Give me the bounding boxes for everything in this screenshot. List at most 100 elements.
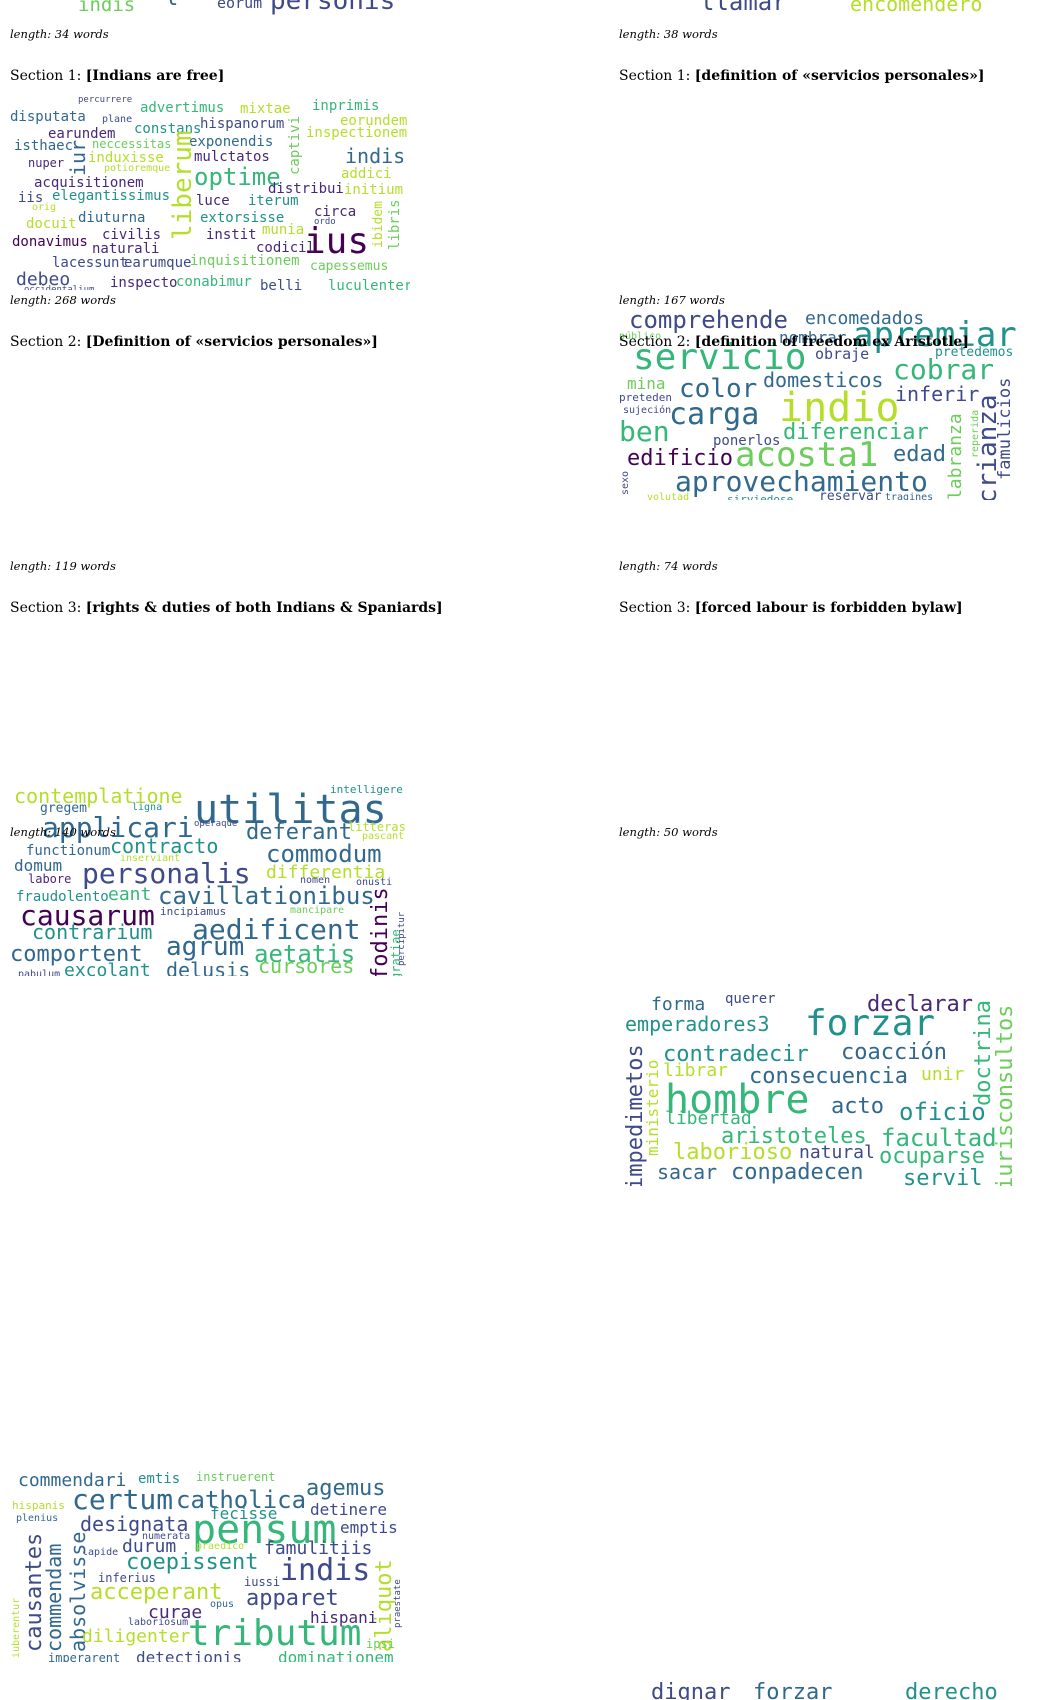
cloud-word: acto	[831, 1094, 884, 1119]
section-prefix: Section 1:	[619, 68, 695, 84]
cloud-word: ponerlos	[713, 433, 781, 449]
cloud-word: lacessunt	[52, 255, 128, 271]
cloud-word: impedimetos	[623, 1044, 648, 1186]
section-prefix: Section 3:	[10, 600, 86, 616]
cloud-word: luce	[196, 193, 230, 209]
length-note: length: 268 words	[10, 293, 116, 307]
cloud-word: sirviedose	[727, 493, 794, 500]
cloud-word: belli	[260, 278, 303, 290]
cloud-word: apparet	[246, 1586, 339, 1611]
cloud-word: ocuparse	[879, 1144, 985, 1169]
cloud-word: mixtae	[240, 101, 291, 117]
cloud-word: servil	[903, 1166, 983, 1187]
cloud-word: causantes	[22, 1532, 47, 1652]
cloud-word: aprovechamiento	[675, 465, 928, 498]
cloud-word: indio	[779, 385, 900, 431]
cloud-word: domesticos	[763, 368, 884, 392]
cloud-word: cobrar	[893, 353, 995, 386]
section-label: [Definition of «servicios personales»]	[85, 334, 378, 350]
cloud-word: instit	[206, 227, 257, 243]
section-prefix: Section 3:	[619, 600, 695, 616]
cloud-word: ligna	[132, 802, 163, 813]
cloud-word: iur	[66, 139, 90, 176]
cloud-word: excolant	[64, 960, 151, 977]
cloud-word: praedico	[196, 1541, 245, 1552]
section-label: [rights & duties of both Indians & Spani…	[85, 600, 443, 616]
cloud-word: servicio	[633, 337, 807, 378]
length-note-top-left: length: 34 words	[10, 27, 109, 41]
cloud-word: commendam	[42, 1543, 66, 1652]
cloud-word: público	[619, 331, 662, 342]
cloud-word: tributum	[188, 1613, 362, 1654]
cloud-word: conabimur	[176, 274, 252, 290]
cloud-word: laborioso	[673, 1140, 793, 1165]
cloud-word: munia	[262, 222, 305, 238]
cloud-word: codicil	[256, 240, 316, 256]
cloud-word: forma	[651, 994, 706, 1015]
length-note: length: 74 words	[619, 559, 718, 573]
length-note-top-right: length: 38 words	[619, 27, 718, 41]
word-cloud: contemplatione intelligere utilitas gregem l…	[10, 766, 410, 976]
cloud-word: agemus	[306, 1476, 386, 1501]
cloud-word: librar	[663, 1060, 729, 1081]
cloud-word: forzar	[753, 1680, 833, 1700]
top-strip: indis eorum personis l llamar encomendero	[0, 0, 1052, 18]
cloud-word: encomedados	[805, 308, 925, 329]
cloud-word: llamar	[700, 0, 787, 16]
cloud-word: luculenter	[328, 278, 410, 290]
cloud-word: lapide	[82, 1547, 119, 1558]
cloud-word: iussi	[244, 1575, 281, 1589]
section-title: Section 3: [forced labour is forbidden b…	[619, 600, 963, 616]
cloud-word: gregem	[40, 801, 87, 816]
cloud-word: contracto	[110, 834, 219, 858]
cloud-word: circa	[314, 204, 357, 220]
cloud-word: contrarium	[32, 920, 153, 944]
cloud-word: coacción	[841, 1040, 947, 1065]
cloud-word: edad	[893, 442, 946, 467]
cloud-word: percipitur	[397, 911, 407, 966]
cloud-word: opus	[210, 1599, 235, 1610]
cloud-word: natural	[799, 1142, 875, 1163]
cloud-word: acquisitionem	[34, 175, 144, 191]
cloud-word: sacar	[657, 1160, 718, 1184]
cloud-word: nuper	[28, 156, 65, 170]
cloud-word: inspectionem	[306, 125, 408, 141]
cloud-word: contemplatione	[14, 784, 183, 808]
cloud-word: indis	[345, 144, 406, 168]
word-cloud: percurrere advertimus mixtae inprimis disput…	[10, 80, 410, 291]
cloud-word: hispanis	[12, 1499, 65, 1512]
cloud-word: liberum	[168, 130, 198, 240]
cloud-word: preteden	[619, 391, 672, 404]
cloud-word: intelligere	[330, 783, 403, 796]
cloud-word: potioremque	[104, 163, 171, 174]
cloud-word: certum	[72, 1483, 174, 1516]
cloud-word: plenius	[16, 1513, 59, 1524]
cloud-word: ordo	[314, 217, 336, 227]
cloud-word: volutad	[647, 492, 690, 501]
cloud-word: inprimis	[312, 98, 380, 114]
cloud-word: extorsisse	[200, 210, 285, 226]
section-title: Section 3: [rights & duties of both Indi…	[10, 600, 443, 616]
cloud-word: domum	[14, 856, 63, 875]
cloud-word: occidentalium	[24, 285, 95, 291]
cloud-word: disputata	[10, 109, 86, 125]
cloud-word: earumque	[124, 255, 192, 271]
cloud-word: iterum	[248, 193, 299, 209]
cloud-word: agrum	[166, 932, 245, 962]
cloud-word: docuit	[26, 216, 77, 232]
cloud-word: imperarent	[48, 1651, 121, 1662]
length-note: length: 140 words	[10, 825, 116, 839]
cloud-word: applicari	[42, 811, 194, 844]
cloud-word: tragines	[885, 492, 934, 501]
cloud-word: iurisconsultos	[993, 1004, 1018, 1186]
cloud-word: acceperant	[90, 1580, 223, 1605]
cloud-word: naturali	[92, 241, 160, 257]
cloud-word: iis	[18, 190, 44, 206]
cloud-word: detectionis	[136, 1648, 242, 1663]
cloud-word: operaque	[194, 819, 238, 829]
cloud-word: captivi	[287, 115, 303, 175]
cloud-word: libris	[387, 199, 403, 250]
cloud-word: comprehende	[629, 306, 788, 334]
cloud-word: ibidem	[371, 201, 386, 248]
section-prefix: Section 2:	[619, 334, 695, 350]
